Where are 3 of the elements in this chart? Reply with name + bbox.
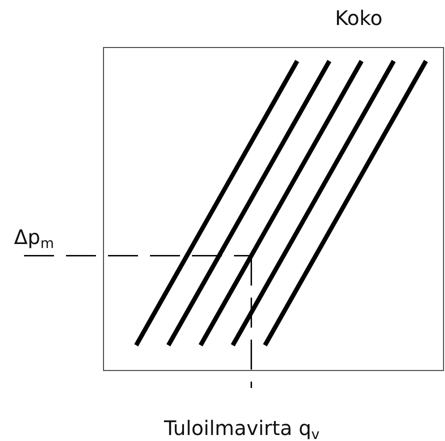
x-axis-title: Tuloilmavirta q$_{v}$ <box>163 416 320 441</box>
y-axis-title: Δp$_{m}$ <box>14 225 54 252</box>
text: Koko <box>335 6 382 30</box>
